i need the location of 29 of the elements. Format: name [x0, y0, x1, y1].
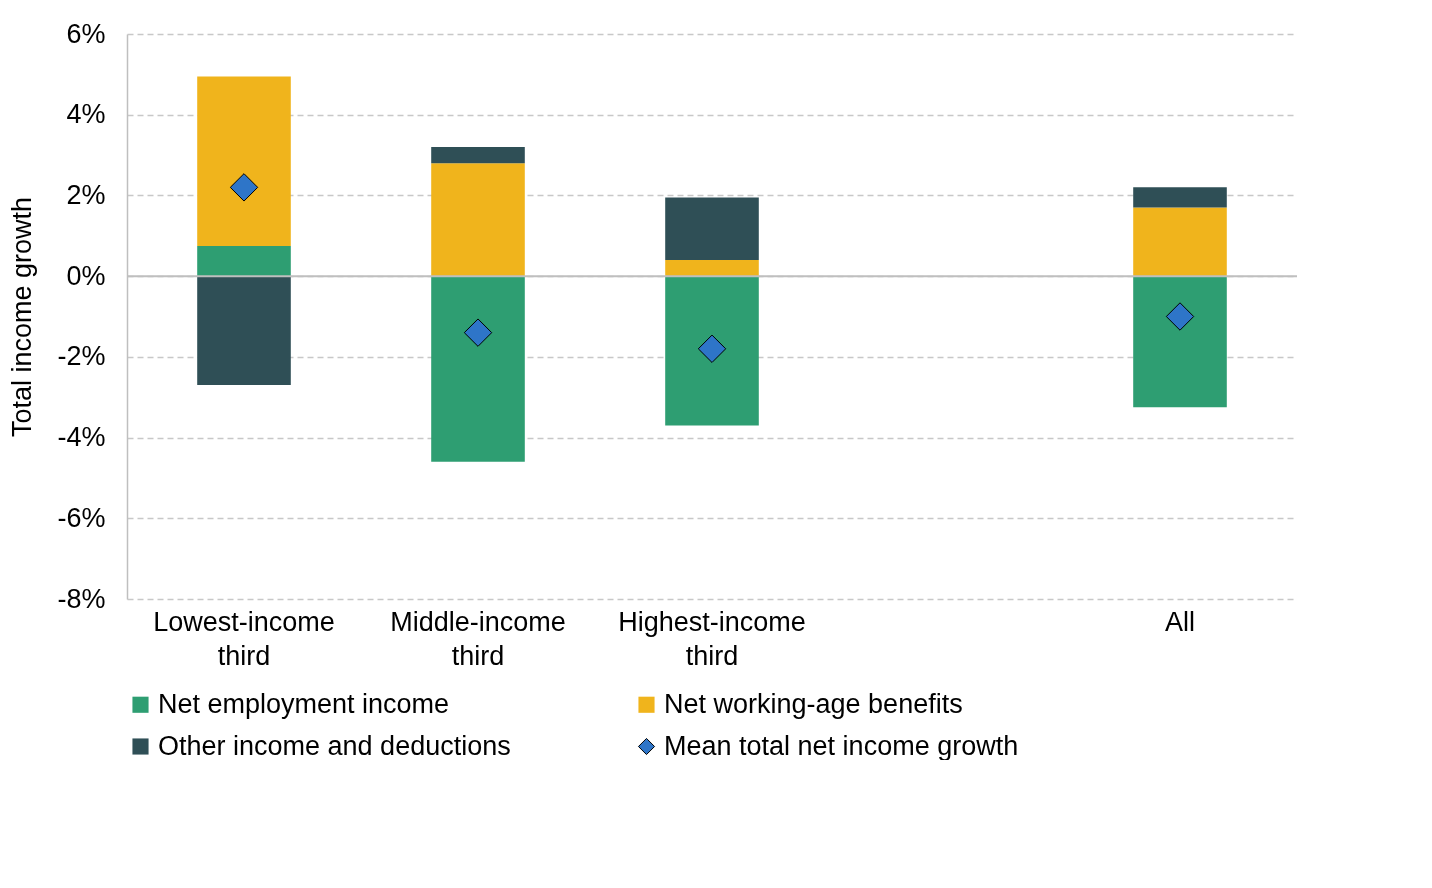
bar — [665, 276, 759, 426]
x-tick-label: All — [1164, 606, 1196, 637]
y-tick-label: -4% — [57, 422, 106, 453]
y-tick-label: 6% — [66, 18, 106, 49]
y-tick-label: 0% — [66, 260, 106, 291]
bar — [431, 276, 525, 462]
legend-label: Net employment income — [158, 688, 450, 719]
legend-label: Other income and deductions — [158, 730, 511, 761]
bar — [665, 197, 759, 260]
legend-label: Mean total net income growth — [664, 730, 1019, 761]
bar — [197, 76, 291, 246]
bar — [665, 260, 759, 277]
y-axis-title: Total income growth — [7, 196, 38, 438]
y-tick-label: -6% — [57, 502, 106, 533]
y-tick-label: 2% — [66, 179, 106, 210]
bar — [431, 163, 525, 277]
x-tick-label: Highest-income third — [618, 606, 806, 671]
x-tick-label: Lowest-income third — [153, 606, 335, 671]
bar — [197, 276, 291, 386]
bar — [1133, 187, 1227, 208]
y-tick-label: -8% — [57, 583, 106, 614]
legend-label: Net working-age benefits — [664, 688, 963, 719]
bar — [197, 245, 291, 277]
y-tick-label: -2% — [57, 341, 106, 372]
bar — [431, 147, 525, 164]
y-tick-label: 4% — [66, 99, 106, 130]
x-tick-label: Middle-income third — [390, 606, 566, 671]
bar — [1133, 207, 1227, 277]
bar — [1133, 276, 1227, 408]
